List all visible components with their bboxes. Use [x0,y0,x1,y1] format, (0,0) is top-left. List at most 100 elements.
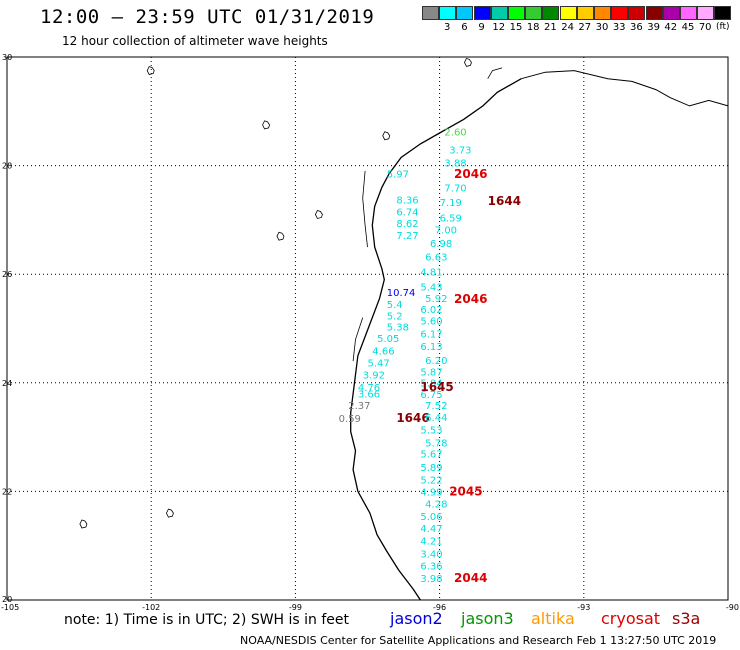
pass-time-label: 1645 [420,380,453,394]
pass-time-label: 2046 [454,292,487,306]
longitude-tick-label: -93 [577,603,590,612]
legend-label: 27 [578,22,592,33]
map-frame [6,56,729,601]
wave-height-label: 5.53 [420,425,442,436]
legend-label: 70 [698,22,712,33]
wave-height-label: 4.99 [420,488,442,499]
wave-height-label: 6.02 [420,305,442,316]
lake-outline [314,209,323,219]
wave-height-label: 5.2 [387,311,403,322]
wave-height-label: 4.21 [420,537,442,548]
figure-subtitle: 12 hour collection of altimeter wave hei… [62,34,328,48]
legend-swatch [662,6,680,20]
wave-height-label: 5.38 [387,323,409,334]
wave-height-label: 6.74 [396,208,418,219]
wave-height-label: 5.43 [420,282,442,293]
legend-label: 18 [526,22,540,33]
wave-height-label: 3.40 [420,550,442,561]
lagoon-outline [362,170,368,248]
wave-height-label: 6.20 [425,356,447,367]
legend-label: 24 [561,22,574,33]
legend-swatch [697,6,715,20]
wave-height-label: 3.73 [449,146,471,157]
wave-height-label: 5.89 [420,463,442,474]
wave-height-label: 6.63 [425,253,447,264]
wave-height-label: 5.4 [387,300,403,311]
lagoon-outline [487,67,503,79]
satellite-cryosat: cryosat [601,609,661,628]
wave-height-label: 8.36 [396,196,418,207]
figure-title: 12:00 – 23:59 UTC 01/31/2019 [40,6,375,28]
legend-label: 36 [630,22,643,33]
wave-height-label: 5.05 [377,334,399,345]
longitude-tick-label: -90 [726,603,739,612]
lake-outline [382,131,391,141]
wave-height-label: 4.47 [420,524,442,535]
longitude-tick-label: -96 [433,603,446,612]
wave-height-label: 4.81 [420,267,442,278]
legend-label: 42 [664,22,678,33]
legend-label: 21 [544,22,557,33]
legend-swatch [542,6,560,20]
legend-swatch [680,6,697,20]
wave-height-label: 5.78 [425,438,447,449]
legend-label: 6 [461,22,468,33]
legend-swatch [594,6,611,20]
wave-height-label: 6.44 [425,413,447,424]
wave-height-label: 7.52 [425,401,447,412]
pass-time-label: 2046 [454,167,487,181]
longitude-tick-label: -99 [289,603,302,612]
legend-swatch [714,6,732,20]
wave-height-label: 4.76 [358,383,380,394]
wave-height-label: 5.47 [368,359,390,370]
footer-note: note: 1) Time is in UTC; 2) SWH is in fe… [64,612,350,628]
legend-swatch [456,6,474,20]
wave-height-label: 2.37 [348,401,370,412]
legend-label: 39 [647,22,660,33]
satellite-jason3: jason3 [461,609,514,628]
lake-outline [276,231,285,241]
graticule [7,57,728,600]
satellite-s3a: s3a [672,609,701,628]
credit-line: NOAA/NESDIS Center for Satellite Applica… [240,634,717,647]
pass-time-label: 1646 [396,411,429,425]
wave-height-label: 7.19 [440,198,462,209]
legend-unit: (ft) [716,22,730,32]
legend-swatch [628,6,646,20]
satellite-altika: altika [531,609,575,628]
wave-height-label: 5.84 [420,379,442,390]
wave-height-label: 5.67 [420,450,442,461]
wave-height-label: 5.97 [387,170,409,181]
wave-height-label: 5.92 [425,294,447,305]
wave-height-label: 4.28 [425,500,447,511]
wave-height-label: 6.36 [420,562,442,573]
legend-swatch [576,6,594,20]
legend-label: 30 [595,22,609,33]
wave-height-label: 5.22 [420,475,442,486]
legend-label: 3 [444,22,451,33]
wave-height-label: 5.60 [420,317,442,328]
legend-swatch [490,6,508,20]
wave-height-label: 6.59 [440,214,462,225]
legend-swatch [611,6,629,20]
legend-label: 45 [681,22,695,33]
gulf-coastline [350,78,522,601]
pass-time-label: 2044 [454,571,487,585]
wave-height-label: 0.59 [339,414,361,425]
pass-time-label: 1644 [488,194,521,208]
lake-outline [463,57,472,67]
wave-height-label: 6.75 [420,390,442,401]
coastline [79,57,729,601]
lake-outline [146,66,155,76]
wave-height-label: 2.60 [444,128,466,139]
legend-label: 15 [509,22,523,33]
longitude-tick-label: -105 [1,603,19,612]
lake-outline [262,120,271,130]
longitude-tick-label: -102 [142,603,160,612]
lake-outline [165,508,174,518]
wave-height-label: 6.98 [430,239,452,250]
